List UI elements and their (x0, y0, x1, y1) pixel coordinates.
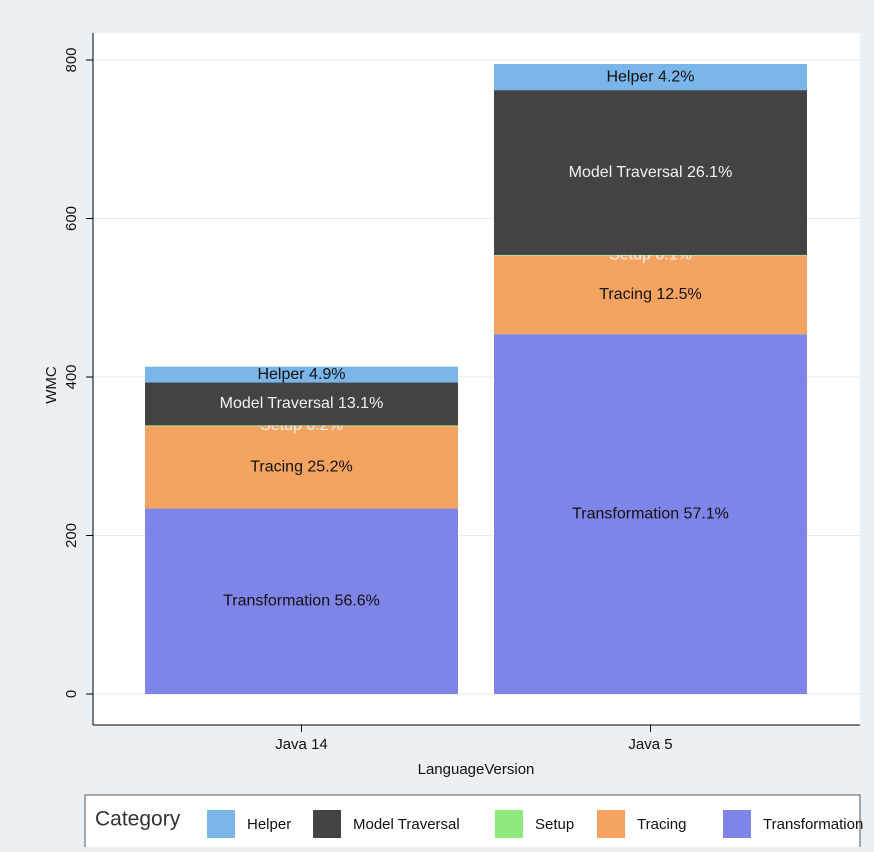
y-axis-title: WMC (43, 366, 60, 404)
x-tick-label: Java 14 (275, 736, 328, 753)
legend-swatch (313, 810, 341, 838)
legend-title: Category (95, 808, 181, 831)
bar-segment (145, 425, 458, 427)
legend-label: Helper (247, 816, 291, 833)
legend-swatch (207, 810, 235, 838)
bar-segment (145, 508, 458, 694)
y-tick-label: 400 (63, 364, 80, 389)
legend-label: Transformation (763, 816, 863, 833)
bar-segment (145, 366, 458, 383)
legend-swatch (723, 810, 751, 838)
x-tick-label: Java 5 (628, 736, 672, 753)
segment-label: Model Traversal 13.1% (220, 395, 384, 412)
bar-segment (494, 63, 807, 91)
legend-swatch (597, 810, 625, 838)
legend-label: Model Traversal (353, 816, 460, 833)
legend-label: Setup (535, 816, 574, 833)
bar-segment (145, 426, 458, 509)
bar-segment (145, 382, 458, 426)
segment-label: Tracing 25.2% (250, 459, 353, 476)
x-axis-title: LanguageVersion (418, 761, 535, 778)
segment-label: Transformation 57.1% (572, 505, 729, 522)
legend-label: Tracing (637, 816, 686, 833)
y-tick-label: 600 (63, 206, 80, 231)
segment-label: Transformation 56.6% (223, 592, 380, 609)
segment-label: Model Traversal 26.1% (569, 164, 733, 181)
segment-label: Helper 4.2% (606, 68, 694, 85)
bar-segment (494, 254, 807, 256)
bar-segment (494, 255, 807, 335)
segment-label: Tracing 12.5% (599, 286, 702, 303)
y-tick-label: 800 (63, 47, 80, 72)
bar-segment (494, 334, 807, 694)
bar-segment (494, 90, 807, 255)
y-tick-label: 0 (63, 690, 80, 698)
legend-swatch (495, 810, 523, 838)
segment-label: Helper 4.9% (257, 366, 345, 383)
y-tick-label: 200 (63, 523, 80, 548)
